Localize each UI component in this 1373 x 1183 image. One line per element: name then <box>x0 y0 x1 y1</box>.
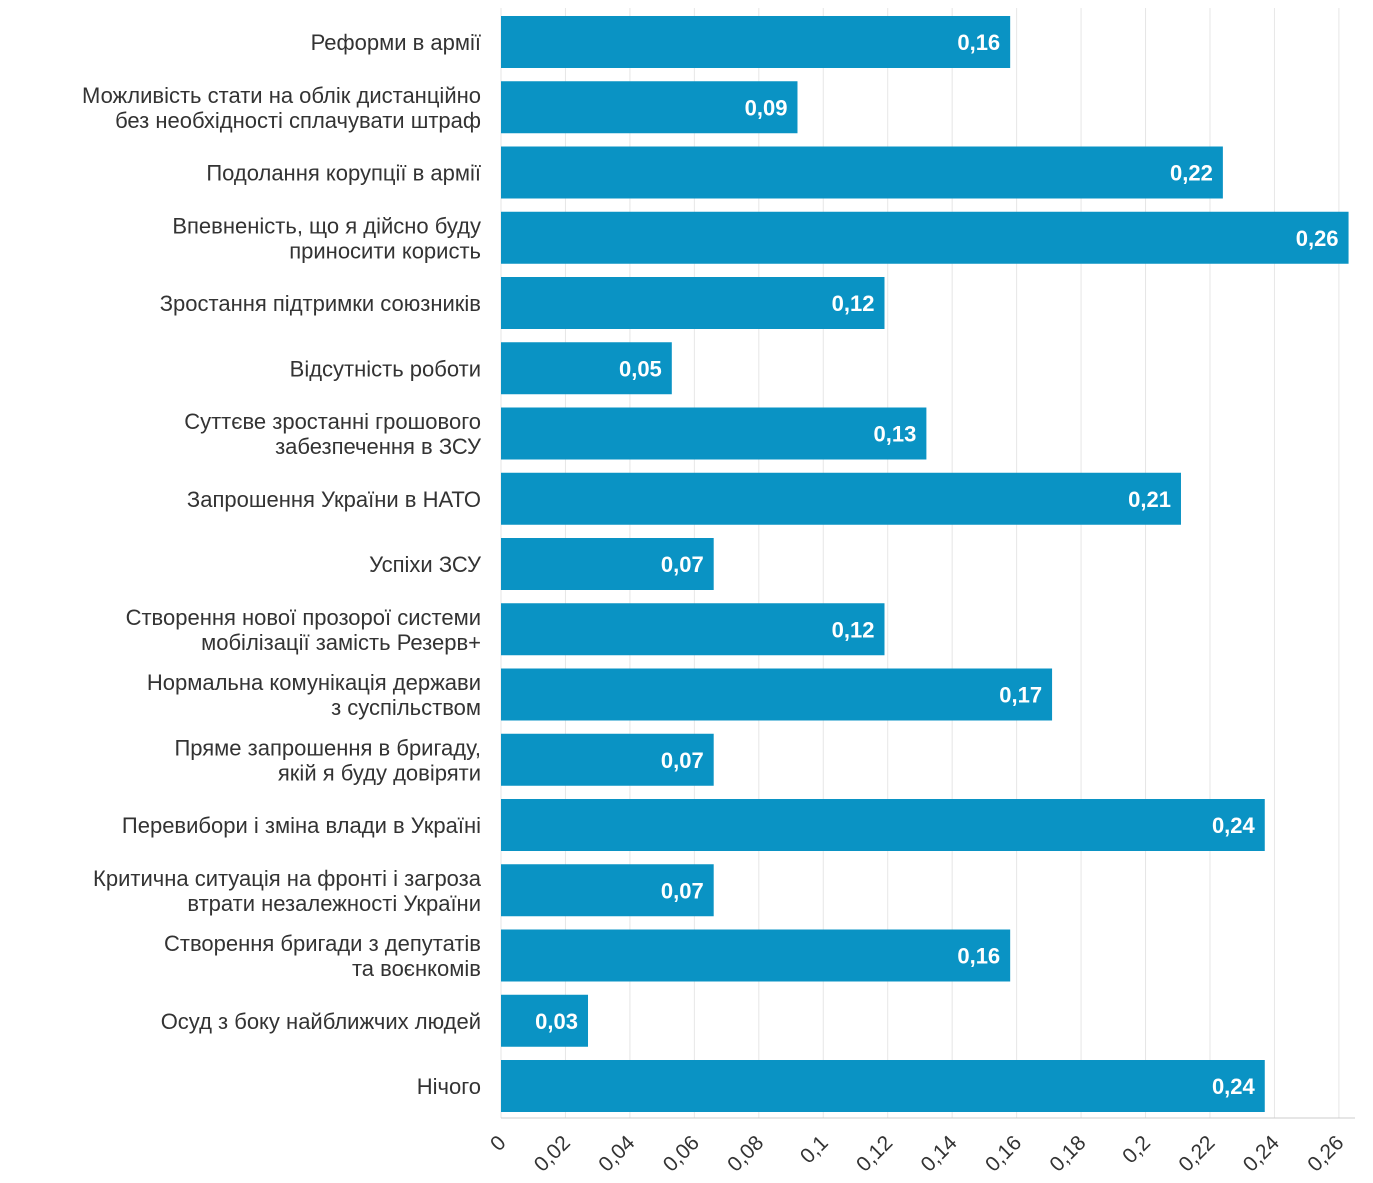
bar-value-label: 0,03 <box>535 1009 578 1034</box>
category-label: Відсутність роботи <box>290 356 481 381</box>
category-label-line: Критична ситуація на фронті і загроза <box>93 866 482 891</box>
category-label-line: та воєнкомів <box>352 956 481 981</box>
category-label: Перевибори і зміна влади в Україні <box>122 813 481 838</box>
x-axis: 0 0,02 0,04 0,06 0,08 0,1 0,12 0,14 0,16 0,18 0,2 0… <box>486 1117 1355 1176</box>
bar <box>501 211 1349 264</box>
bar-value-label: 0,24 <box>1212 1074 1256 1099</box>
bar <box>501 603 885 656</box>
x-tick-label: 0,12 <box>852 1131 897 1176</box>
bar <box>501 538 714 590</box>
bar <box>501 16 1011 68</box>
bar-value-label: 0,16 <box>957 30 1000 55</box>
category-label-line: приносити користь <box>289 238 481 263</box>
category-label: Пряме запрошення в бригаду, якій я буду д… <box>174 735 481 785</box>
bar <box>501 929 1011 982</box>
category-label-line: Осуд з боку найближчих людей <box>161 1009 481 1034</box>
category-label: Запрошення України в НАТО <box>187 487 481 512</box>
x-tick-label: 0,06 <box>659 1131 704 1176</box>
category-label: Подолання корупції в армії <box>206 161 481 186</box>
x-tick-label: 0 <box>486 1131 511 1156</box>
x-tick-label: 0,08 <box>723 1131 768 1176</box>
bar-value-label: 0,12 <box>832 617 875 642</box>
category-label-line: Відсутність роботи <box>290 356 481 381</box>
bar <box>501 342 672 395</box>
x-tick-label: 0,26 <box>1303 1131 1348 1176</box>
bar <box>501 733 714 786</box>
category-label-line: якій я буду довіряти <box>278 760 481 785</box>
category-label: Створення бригади з депутатів та воєнкомі… <box>164 931 481 981</box>
x-tick-label: 0,2 <box>1118 1131 1155 1168</box>
bar-value-label: 0,24 <box>1212 813 1256 838</box>
bar <box>501 472 1181 525</box>
category-label-line: Впевненість, що я дійсно буду <box>172 213 481 238</box>
category-label-line: Запрошення України в НАТО <box>187 487 481 512</box>
bar <box>501 799 1265 851</box>
category-label: Суттєве зростанні грошового забезпечення … <box>184 409 482 459</box>
x-tick-label: 0,02 <box>530 1131 575 1176</box>
x-tick-label: 0,22 <box>1174 1131 1219 1176</box>
category-label-line: Реформи в армії <box>311 30 481 55</box>
category-label-line: Можливість стати на облік дистанційно <box>82 83 481 108</box>
bar-value-label: 0,07 <box>661 878 704 903</box>
bar-value-label: 0,16 <box>957 944 1000 969</box>
x-tick-label: 0,04 <box>594 1131 639 1176</box>
category-label: Успіхи ЗСУ <box>369 552 482 577</box>
category-label-line: Створення бригади з депутатів <box>164 931 481 956</box>
bar-value-label: 0,07 <box>661 748 704 773</box>
category-label-line: Нічого <box>417 1074 481 1099</box>
x-tick-label: 0,18 <box>1045 1131 1090 1176</box>
category-label: Осуд з боку найближчих людей <box>161 1009 481 1034</box>
category-label: Критична ситуація на фронті і загроза втр… <box>93 866 482 916</box>
category-labels: Реформи в армії Можливість стати на облік… <box>82 30 482 1099</box>
bar <box>501 1060 1265 1112</box>
bar-value-label: 0,21 <box>1128 487 1171 512</box>
bar <box>501 407 927 460</box>
x-tick-label: 0,16 <box>981 1131 1026 1176</box>
category-label: Реформи в армії <box>311 30 481 55</box>
x-tick-label: 0,24 <box>1239 1131 1284 1176</box>
bar-value-label: 0,09 <box>745 95 788 120</box>
bar-value-label: 0,05 <box>619 356 662 381</box>
category-label: Нічого <box>417 1074 481 1099</box>
category-label-line: Перевибори і зміна влади в Україні <box>122 813 481 838</box>
category-label-line: Нормальна комунікація держави <box>147 670 481 695</box>
category-label-line: Успіхи ЗСУ <box>369 552 482 577</box>
category-label: Впевненість, що я дійсно буду приносити к… <box>172 213 481 263</box>
bar <box>501 864 714 917</box>
category-label-line: Суттєве зростанні грошового <box>184 409 481 434</box>
bar-value-label: 0,17 <box>999 683 1042 708</box>
bar <box>501 146 1223 199</box>
bar <box>501 668 1053 721</box>
category-label-line: забезпечення в ЗСУ <box>275 434 482 459</box>
category-label: Створення нової прозорої системи мобіліза… <box>126 605 481 655</box>
category-label-line: Пряме запрошення в бригаду, <box>174 735 481 760</box>
bar <box>501 277 885 329</box>
category-label-line: з суспільством <box>331 695 481 720</box>
category-label-line: Зростання підтримки союзників <box>160 291 481 316</box>
category-label: Зростання підтримки союзників <box>160 291 481 316</box>
bar <box>501 994 589 1047</box>
bar-value-label: 0,07 <box>661 552 704 577</box>
category-label-line: без необхідності сплачувати штраф <box>115 108 481 133</box>
x-tick-label: 0,1 <box>796 1131 833 1168</box>
category-label: Можливість стати на облік дистанційно без… <box>82 83 481 133</box>
category-label-line: Подолання корупції в армії <box>206 161 481 186</box>
bar-value-label: 0,22 <box>1170 161 1213 186</box>
category-label-line: Створення нової прозорої системи <box>126 605 481 630</box>
bar-layer: 0,16 0,09 0,22 0,26 0,12 0,05 0,13 0,21 0,07 0,12… <box>501 16 1349 1112</box>
category-label-line: втрати незалежності України <box>187 891 481 916</box>
x-tick-label: 0,14 <box>917 1131 962 1176</box>
bar-value-label: 0,26 <box>1296 226 1339 251</box>
bar <box>501 81 798 134</box>
category-label: Нормальна комунікація держави з суспільст… <box>147 670 481 720</box>
bar-value-label: 0,13 <box>874 422 917 447</box>
bar-value-label: 0,12 <box>832 291 875 316</box>
category-label-line: мобілізації замість Резерв+ <box>201 630 481 655</box>
